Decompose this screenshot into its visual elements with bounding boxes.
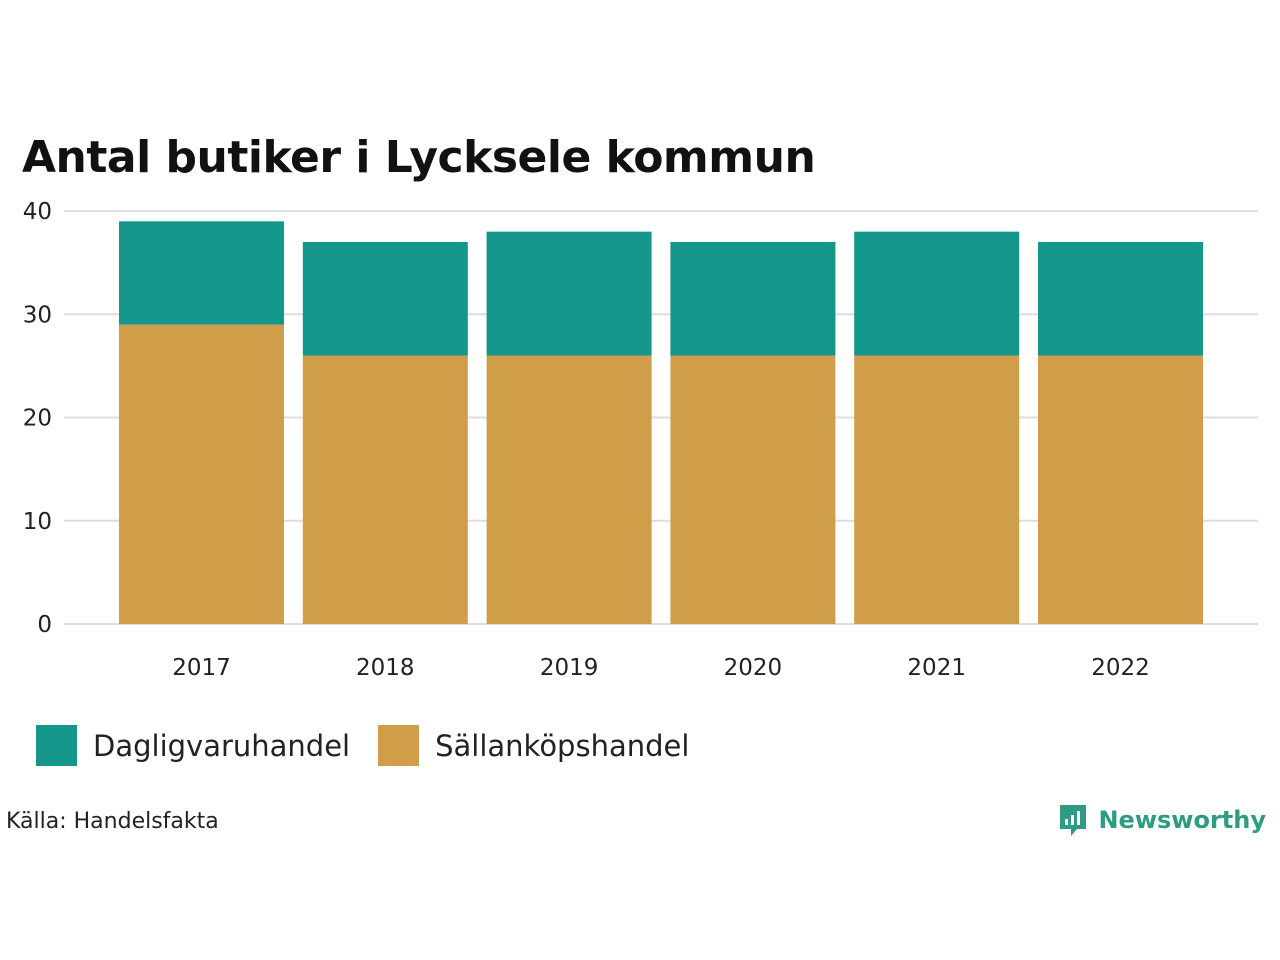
source-note: Källa: Handelsfakta bbox=[6, 809, 219, 834]
newsworthy-logo-icon bbox=[1060, 805, 1087, 836]
legend-label-sallankopshandel: Sällanköpshandel bbox=[435, 728, 690, 763]
x-tick-label-2020: 2020 bbox=[724, 655, 783, 681]
bar-dagligvaruhandel-2019 bbox=[486, 231, 652, 356]
y-tick-label: 10 bbox=[23, 509, 52, 535]
bar-dagligvaruhandel-2022 bbox=[1038, 241, 1203, 356]
x-tick-label-2017: 2017 bbox=[172, 655, 231, 681]
legend-label-dagligvaruhandel: Dagligvaruhandel bbox=[93, 728, 351, 763]
x-tick-label-2018: 2018 bbox=[356, 655, 415, 681]
legend: Dagligvaruhandel Sällanköpshandel bbox=[36, 725, 717, 766]
bar-sllankpshandel-2018 bbox=[302, 355, 468, 624]
bar-sllankpshandel-2021 bbox=[854, 355, 1020, 624]
legend-item-sallankopshandel: Sällanköpshandel bbox=[378, 725, 689, 766]
y-axis-ticks: 0 10 20 30 40 bbox=[23, 199, 52, 638]
bar-dagligvaruhandel-2021 bbox=[854, 231, 1020, 356]
bar-sllankpshandel-2022 bbox=[1038, 355, 1203, 624]
legend-swatch-dagligvaruhandel bbox=[36, 725, 77, 766]
brand-name: Newsworthy bbox=[1098, 806, 1266, 834]
chart-title: Antal butiker i Lycksele kommun bbox=[22, 132, 816, 183]
bar-sllankpshandel-2017 bbox=[119, 324, 284, 624]
x-axis-ticks: 2017 2018 2019 2020 2021 2022 bbox=[172, 655, 1150, 681]
bar-sllankpshandel-2019 bbox=[486, 355, 652, 624]
legend-item-dagligvaruhandel: Dagligvaruhandel bbox=[36, 725, 350, 766]
y-tick-label: 0 bbox=[37, 612, 52, 638]
y-tick-label: 40 bbox=[23, 199, 52, 225]
x-tick-label-2019: 2019 bbox=[540, 655, 599, 681]
bars bbox=[119, 221, 1203, 624]
bar-dagligvaruhandel-2018 bbox=[302, 241, 468, 356]
y-tick-label: 20 bbox=[23, 406, 52, 432]
bar-dagligvaruhandel-2017 bbox=[119, 221, 284, 325]
x-tick-label-2022: 2022 bbox=[1091, 655, 1150, 681]
bar-sllankpshandel-2020 bbox=[670, 355, 836, 624]
legend-swatch-sallankopshandel bbox=[378, 725, 420, 766]
newsworthy-logo: Newsworthy bbox=[1058, 802, 1266, 838]
y-tick-label: 30 bbox=[23, 302, 52, 328]
bar-dagligvaruhandel-2020 bbox=[670, 241, 836, 356]
x-tick-label-2021: 2021 bbox=[907, 655, 966, 681]
